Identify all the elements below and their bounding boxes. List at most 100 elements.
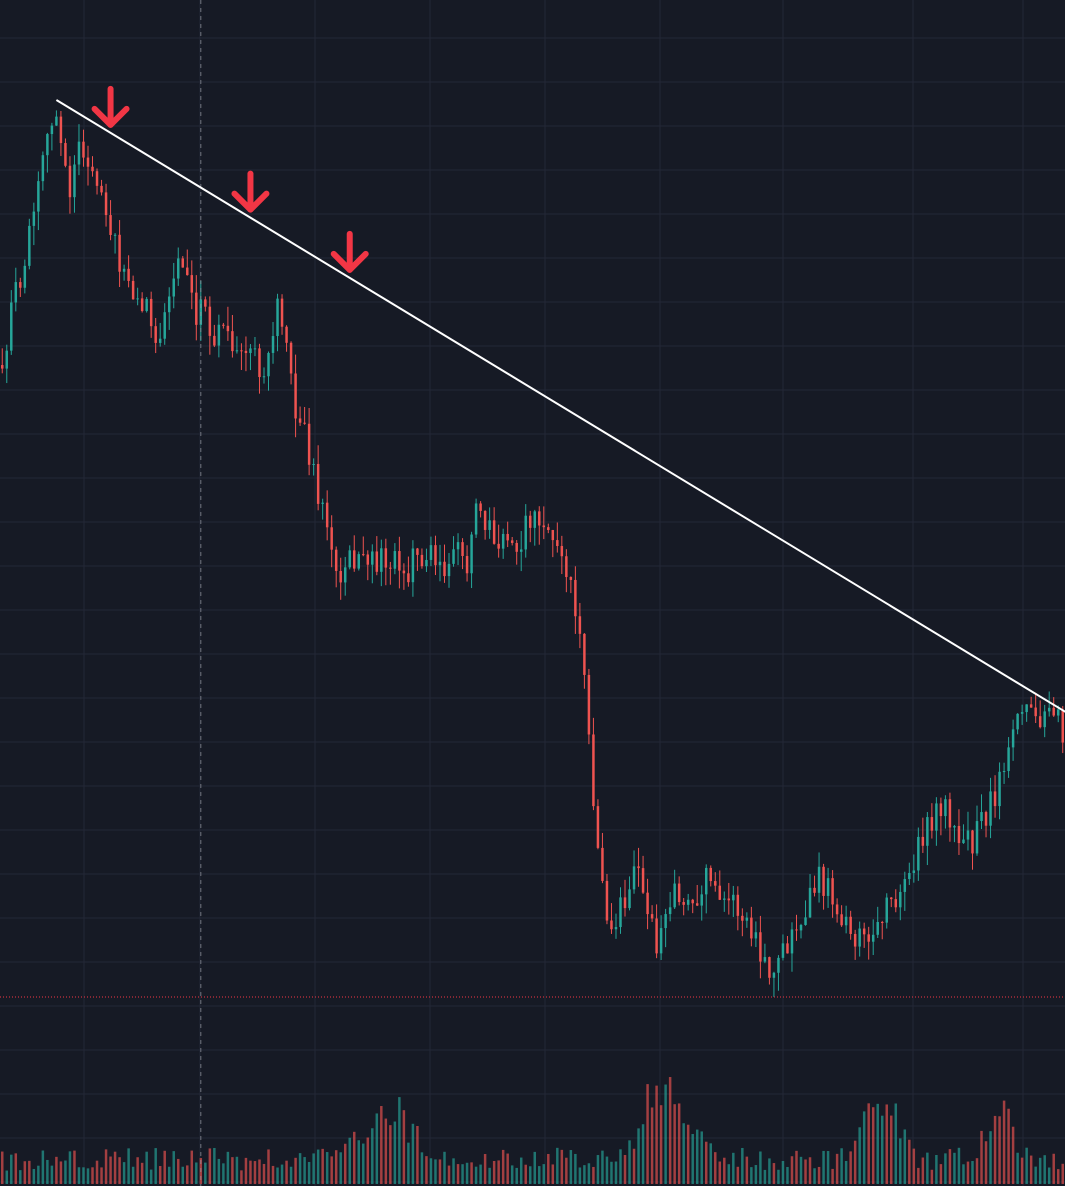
candle-body [411, 548, 415, 583]
volume-bar [723, 1157, 726, 1184]
volume-bar [384, 1118, 388, 1184]
volume-bar [768, 1158, 771, 1184]
candle-body [704, 867, 708, 895]
candle-body [348, 550, 351, 568]
candle [64, 138, 67, 168]
volume-bar [127, 1148, 130, 1184]
candle [948, 792, 952, 842]
candle [1011, 719, 1015, 761]
candle-body [542, 525, 546, 528]
descending-trendline[interactable] [55, 99, 1065, 717]
candle-body [276, 298, 279, 337]
candle [118, 220, 121, 288]
volume-bar [542, 1164, 546, 1184]
candle [325, 490, 329, 541]
candle-body [312, 463, 315, 465]
volume-bar [443, 1151, 446, 1184]
candle [91, 156, 94, 177]
candle-body [416, 548, 419, 555]
candle [384, 538, 388, 586]
candle [619, 887, 622, 934]
volume-bar [641, 1124, 645, 1184]
candle [46, 132, 49, 173]
candle [574, 566, 577, 634]
candle-body [1020, 712, 1024, 714]
candle [754, 921, 758, 948]
volume-bar [646, 1084, 649, 1184]
candle-body [298, 418, 302, 423]
candle-body [452, 549, 455, 564]
candle [524, 504, 527, 558]
volume-bar [474, 1166, 478, 1184]
candle [971, 829, 974, 870]
candle-body [614, 927, 618, 930]
candle [677, 876, 681, 906]
candle [456, 533, 460, 566]
volume-bar [131, 1166, 135, 1184]
candle [817, 852, 821, 903]
candle [86, 145, 90, 186]
volume-bar [258, 1159, 261, 1184]
candle [691, 898, 694, 914]
volume-bar [926, 1152, 929, 1184]
volume-bar [330, 1156, 333, 1184]
candle-body [551, 530, 555, 541]
candle [59, 110, 63, 156]
candle [1, 348, 4, 374]
candle [547, 523, 550, 534]
volume-bar [529, 1166, 532, 1184]
candle [727, 882, 731, 915]
candle-body [533, 511, 536, 528]
candle-body [510, 540, 514, 543]
candle [140, 292, 144, 313]
volume-bar [799, 1156, 803, 1184]
candle [560, 535, 564, 575]
volume-bar [64, 1160, 67, 1184]
candle [10, 290, 13, 355]
candle-body [975, 821, 979, 854]
candle [903, 871, 907, 911]
candle [149, 291, 153, 338]
candle-body [871, 934, 875, 942]
candle-body [1061, 709, 1064, 743]
candle-body [402, 570, 406, 574]
candle [587, 668, 591, 745]
candle [899, 884, 902, 921]
candle [510, 536, 514, 546]
volume-bar [136, 1157, 139, 1184]
volume-bar [398, 1097, 401, 1184]
candle-body [786, 943, 789, 954]
candle [41, 151, 45, 191]
candle [993, 775, 997, 818]
candle-body [912, 870, 916, 874]
candle-body [632, 866, 636, 890]
candle-body [677, 883, 681, 903]
volume-bars [1, 1077, 1064, 1184]
down-arrow-icon [91, 85, 130, 128]
candle [434, 535, 437, 576]
volume-bar [158, 1166, 162, 1184]
volume-bar [280, 1164, 284, 1184]
volume-bar [59, 1161, 63, 1184]
candle [407, 556, 410, 587]
volume-bar [154, 1148, 157, 1184]
volume-bar [993, 1115, 997, 1184]
candle-body [244, 350, 248, 354]
candle [316, 445, 320, 511]
volume-bar [429, 1158, 433, 1184]
volume-bar [465, 1162, 469, 1184]
volume-bar [425, 1156, 428, 1184]
candle-body [149, 298, 153, 327]
volume-bar [650, 1107, 654, 1184]
volume-bar [461, 1164, 464, 1184]
volume-bar [822, 1150, 825, 1184]
candle-body [790, 929, 794, 954]
volume-bar [416, 1126, 419, 1184]
candle-body [691, 899, 694, 904]
candle [294, 354, 297, 438]
candle-body [289, 342, 293, 374]
candle-body [619, 897, 622, 928]
volume-bar [750, 1167, 753, 1184]
